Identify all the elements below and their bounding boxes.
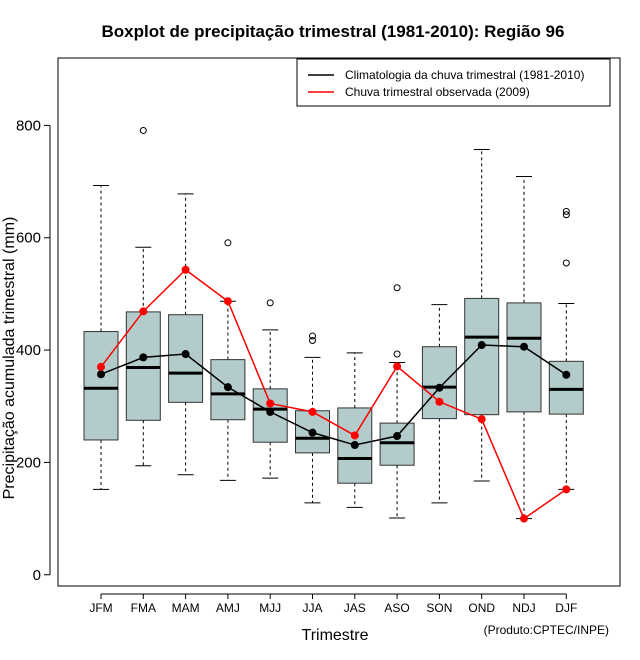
y-axis: 0 200 400 600 800 xyxy=(16,117,51,584)
series-climatology xyxy=(97,341,571,450)
legend-label-climatology: Climatologia da chuva trimestral (1981-2… xyxy=(345,68,584,82)
series-line xyxy=(100,344,567,446)
x-tick-label: JAS xyxy=(344,601,366,615)
outlier-point xyxy=(139,126,147,134)
series-lines xyxy=(97,265,571,523)
x-axis-label: Trimestre xyxy=(302,627,369,644)
x-tick-label: NDJ xyxy=(512,601,535,615)
outlier-point xyxy=(562,259,570,267)
outlier-point xyxy=(393,284,401,292)
series-point xyxy=(308,428,317,437)
chart-title: Boxplot de precipitação trimestral (1981… xyxy=(102,22,565,41)
series-point xyxy=(520,514,528,523)
x-tick-label: SON xyxy=(426,601,452,615)
box-jas xyxy=(337,352,373,508)
series-point xyxy=(266,407,275,416)
y-tick-label: 600 xyxy=(16,230,41,247)
outlier-point xyxy=(562,207,570,215)
series-point xyxy=(350,441,359,450)
series-point xyxy=(520,342,528,351)
x-tick-label: JJA xyxy=(302,601,322,615)
outlier-point xyxy=(266,299,274,307)
series-point xyxy=(308,407,317,416)
y-tick-label: 400 xyxy=(16,342,41,359)
outlier-point xyxy=(562,211,570,219)
series-point xyxy=(393,362,402,371)
x-tick-label: MJJ xyxy=(259,601,281,615)
box-iqr xyxy=(168,314,204,403)
outlier-point xyxy=(393,350,401,358)
x-tick-label: MAM xyxy=(172,601,200,615)
box-iqr xyxy=(210,359,246,421)
box-iqr xyxy=(506,302,542,413)
x-tick-label: ASO xyxy=(384,601,409,615)
box-mjj xyxy=(252,299,288,479)
x-tick-label: JFM xyxy=(89,601,112,615)
y-tick-label: 800 xyxy=(16,117,41,134)
series-line xyxy=(100,268,567,520)
box-aso xyxy=(379,284,415,519)
y-tick-label: 0 xyxy=(33,567,41,584)
series-point xyxy=(562,370,571,379)
box-ndj xyxy=(506,176,542,520)
outlier-point xyxy=(309,332,316,340)
x-tick-label: AMJ xyxy=(216,601,240,615)
series-point xyxy=(350,431,359,440)
credit-text: (Produto:CPTEC/INPE) xyxy=(484,623,609,637)
box-mam xyxy=(168,193,204,476)
box-ond xyxy=(464,149,500,482)
series-point xyxy=(181,265,190,274)
x-axis: JFM FMA MAM AMJ MJJ JJA JAS ASO SON OND NDJ DJF xyxy=(89,593,577,615)
box-group xyxy=(83,126,584,520)
series-point xyxy=(562,485,571,494)
box-jfm xyxy=(83,185,119,490)
series-point xyxy=(435,397,444,406)
x-tick-label: DJF xyxy=(555,601,577,615)
legend-label-observed: Chuva trimestral observada (2009) xyxy=(345,85,530,99)
box-amj xyxy=(210,239,246,481)
box-djf xyxy=(548,207,584,490)
box-iqr xyxy=(548,360,584,415)
box-son xyxy=(421,304,457,504)
series-point xyxy=(477,415,486,424)
box-fma xyxy=(125,126,161,467)
legend-frame xyxy=(296,58,611,107)
series-point xyxy=(223,383,232,392)
series-point xyxy=(223,297,232,306)
series-point xyxy=(266,399,275,408)
series-point xyxy=(435,383,444,392)
outlier-point xyxy=(309,337,316,345)
y-tick-label: 200 xyxy=(16,454,41,471)
series-point xyxy=(477,341,486,350)
series-point xyxy=(181,350,190,359)
series-point xyxy=(393,432,402,441)
series-point xyxy=(97,362,105,371)
series-point xyxy=(139,353,148,362)
x-tick-label: FMA xyxy=(131,601,156,615)
plot-area-frame xyxy=(57,57,621,587)
outlier-point xyxy=(224,239,232,247)
legend: Climatologia da chuva trimestral (1981-2… xyxy=(296,58,611,107)
series-point xyxy=(139,307,148,316)
y-axis-label: Precipitação acumulada trimestral (mm) xyxy=(1,217,18,500)
box-iqr xyxy=(421,346,457,420)
x-tick-label: OND xyxy=(468,601,495,615)
series-point xyxy=(97,370,105,379)
box-iqr xyxy=(83,331,119,441)
series-observed xyxy=(97,265,571,523)
